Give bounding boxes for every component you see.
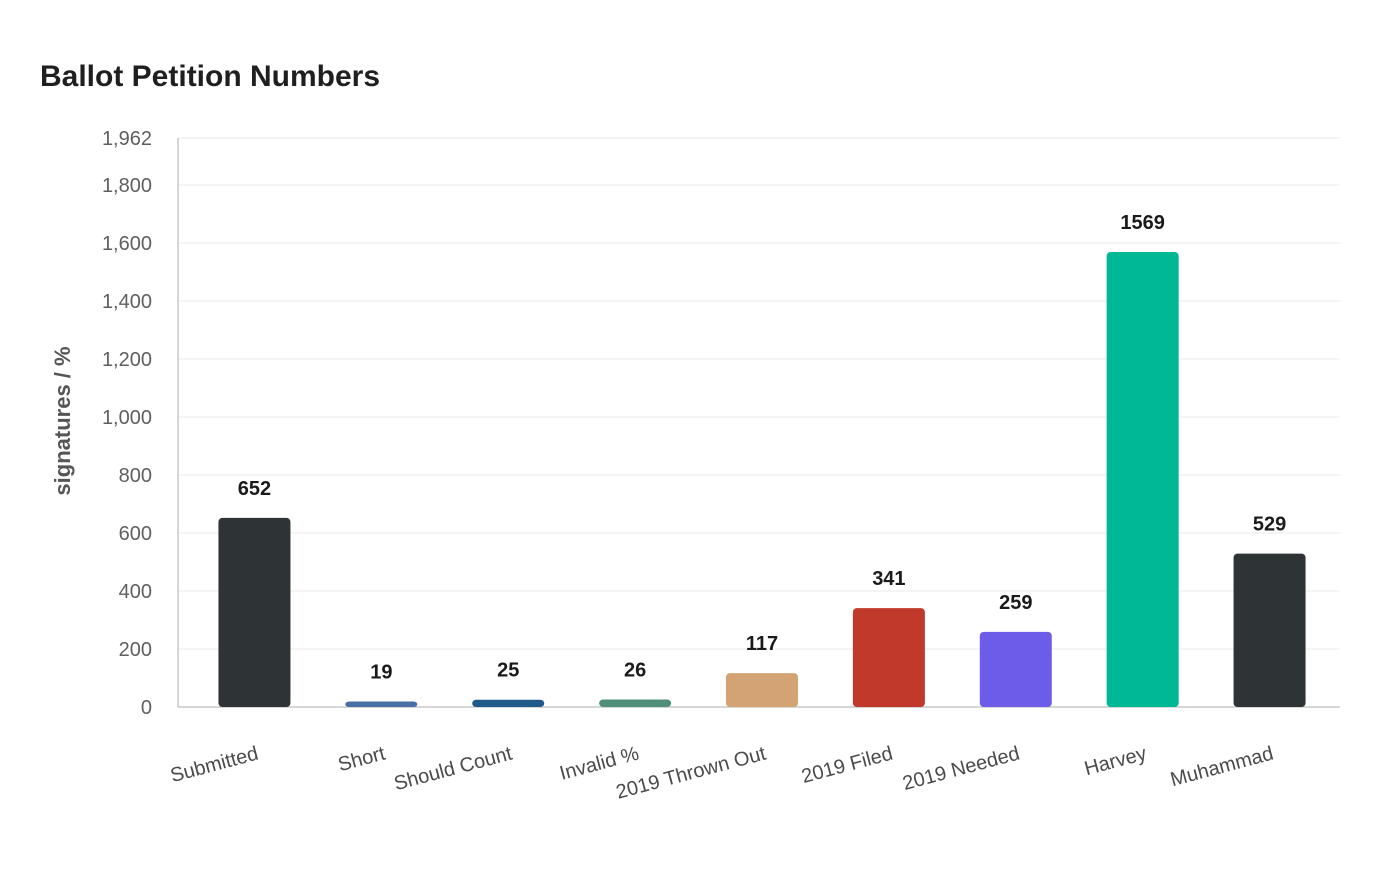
bar	[599, 699, 672, 707]
x-category-label: 2019 Filed	[799, 743, 895, 788]
chart-title: Ballot Petition Numbers	[40, 60, 381, 93]
bar	[726, 673, 798, 707]
y-axis-ticks: 0 200 400 600 800 1,000 1,200 1,400 1,600 1,800 1,…	[102, 128, 152, 719]
x-category-label: Submitted	[168, 743, 261, 788]
y-tick-label: 1,000	[102, 407, 152, 429]
y-tick-label: 1,400	[102, 291, 152, 313]
bar	[979, 631, 1052, 707]
y-tick-label: 600	[119, 523, 152, 545]
x-axis-categories: Submitted Short Should Count Invalid %2019 …	[168, 742, 1276, 803]
bars	[218, 251, 1306, 707]
y-tick-label: 1,800	[102, 175, 152, 197]
bar	[1106, 251, 1179, 707]
x-category-label: Should Count	[392, 742, 515, 795]
y-tick-label: 200	[119, 639, 152, 661]
value-labels: 652 19 25 26 117 341 259 1569 529	[238, 212, 1286, 684]
y-tick-label: 1,600	[102, 233, 152, 255]
x-category-label: Muhammad	[1168, 743, 1276, 792]
y-tick-label: 1,962	[102, 128, 152, 150]
bar-value-label: 529	[1253, 514, 1286, 536]
bar-value-label: 259	[999, 592, 1032, 614]
bar	[852, 608, 925, 707]
x-category-label: Short	[336, 742, 388, 776]
y-axis-title: signatures / %	[50, 346, 75, 495]
x-category-label: 2019 Needed	[900, 743, 1022, 795]
bar-value-label: 1569	[1120, 212, 1165, 234]
y-tick-label: 800	[119, 465, 152, 487]
bar	[345, 701, 418, 707]
bar	[218, 517, 291, 707]
bar-value-label: 26	[624, 659, 646, 681]
y-tick-label: 0	[141, 697, 152, 719]
bar-value-label: 117	[746, 633, 778, 655]
bar-value-label: 652	[238, 478, 271, 500]
x-category-label: Harvey	[1082, 743, 1149, 781]
bar-value-label: 19	[370, 661, 392, 683]
bar	[1233, 553, 1306, 707]
bar-value-label: 341	[872, 568, 905, 590]
y-tick-label: 400	[119, 581, 152, 603]
bar	[472, 699, 545, 707]
y-tick-label: 1,200	[102, 349, 152, 371]
bar-value-label: 25	[497, 660, 519, 682]
